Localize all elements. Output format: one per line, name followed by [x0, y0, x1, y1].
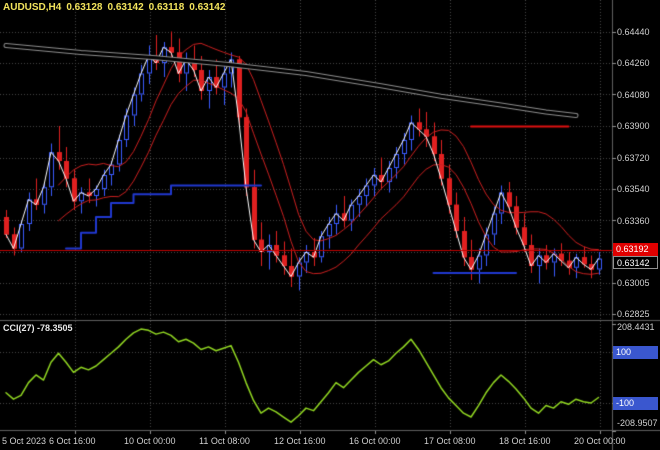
price-axis-label: 0.63540	[617, 184, 650, 194]
time-axis-label: 10 Oct 00:00	[124, 436, 176, 446]
cci-level-badge: -100	[613, 396, 658, 410]
time-axis-label: 18 Oct 16:00	[499, 436, 551, 446]
price-axis-label: 0.63005	[617, 277, 650, 288]
cci-axis-label: -208.9507	[617, 418, 658, 428]
time-axis-label: 11 Oct 08:00	[199, 436, 250, 446]
symbol-timeframe: AUDUSD,H4	[3, 2, 62, 13]
indicator-label: CCI(27) -78.3505	[3, 323, 73, 333]
time-axis-label: 12 Oct 16:00	[274, 436, 326, 446]
price-badge: 0.63142	[613, 256, 658, 270]
price-axis-label: 0.63720	[617, 152, 650, 163]
price-axis-label: 0.63900	[617, 121, 650, 131]
price-axis-label: 0.64080	[617, 89, 650, 100]
price-badge: 0.63192	[613, 243, 658, 257]
time-axis-label: 20 Oct 00:00	[574, 436, 626, 446]
ohlc-open: 0.63128	[66, 2, 103, 13]
ohlc-close: 0.63142	[189, 2, 226, 13]
price-axis-label: 0.63360	[617, 215, 650, 226]
time-axis-label: 6 Oct 16:00	[49, 436, 96, 446]
cci-level-badge: 100	[613, 345, 658, 359]
price-axis-label: 0.64260	[617, 58, 650, 68]
time-axis-label: 16 Oct 00:00	[349, 436, 401, 446]
price-axis-label: 0.62825	[617, 309, 650, 320]
cci-axis-label: 208.4431	[617, 322, 655, 332]
price-axis-label: 0.64440	[617, 26, 650, 37]
ohlc-high: 0.63142	[107, 2, 144, 13]
time-axis-label: 5 Oct 2023	[2, 436, 47, 446]
time-axis-label: 17 Oct 08:00	[424, 436, 476, 446]
chart-ohlc-title: AUDUSD,H4 0.63128 0.63142 0.63118 0.63142	[3, 2, 230, 13]
ohlc-low: 0.63118	[148, 2, 185, 13]
